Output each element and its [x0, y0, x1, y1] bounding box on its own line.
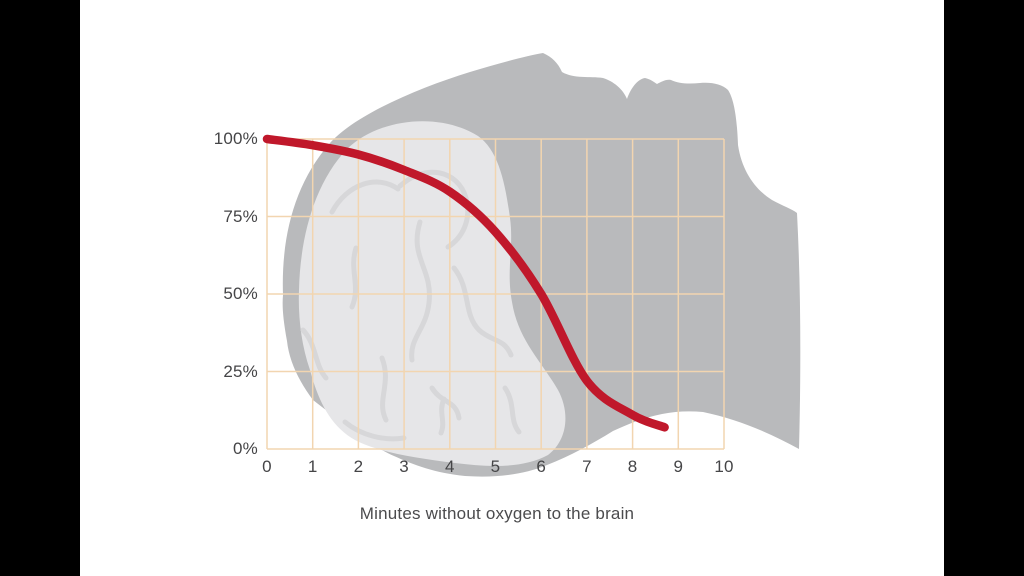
x-tick-label: 9: [673, 457, 684, 476]
x-axis-title: Minutes without oxygen to the brain: [359, 504, 635, 523]
y-tick-label: 100%: [213, 129, 258, 148]
x-tick-label: 6: [536, 457, 547, 476]
grid-lines: [266, 138, 725, 450]
oxygen-curve: [262, 134, 669, 432]
x-tick-label: 7: [582, 457, 592, 476]
y-tick-label: 50%: [223, 284, 258, 303]
y-tick-label: 25%: [223, 361, 258, 381]
letterbox-right: [944, 0, 1024, 576]
letterbox-left: [0, 0, 80, 576]
x-tick-label: 4: [444, 457, 455, 476]
y-tick-label: 75%: [223, 206, 258, 226]
y-tick-label: 0%: [233, 439, 258, 458]
x-tick-label: 1: [307, 457, 318, 476]
x-tick-label: 3: [399, 457, 409, 476]
x-tick-label: 10: [714, 457, 734, 476]
x-tick-label: 5: [490, 457, 501, 476]
x-tick-label: 8: [627, 457, 638, 476]
x-tick-label: 2: [353, 457, 364, 476]
x-tick-label: 0: [262, 457, 272, 476]
